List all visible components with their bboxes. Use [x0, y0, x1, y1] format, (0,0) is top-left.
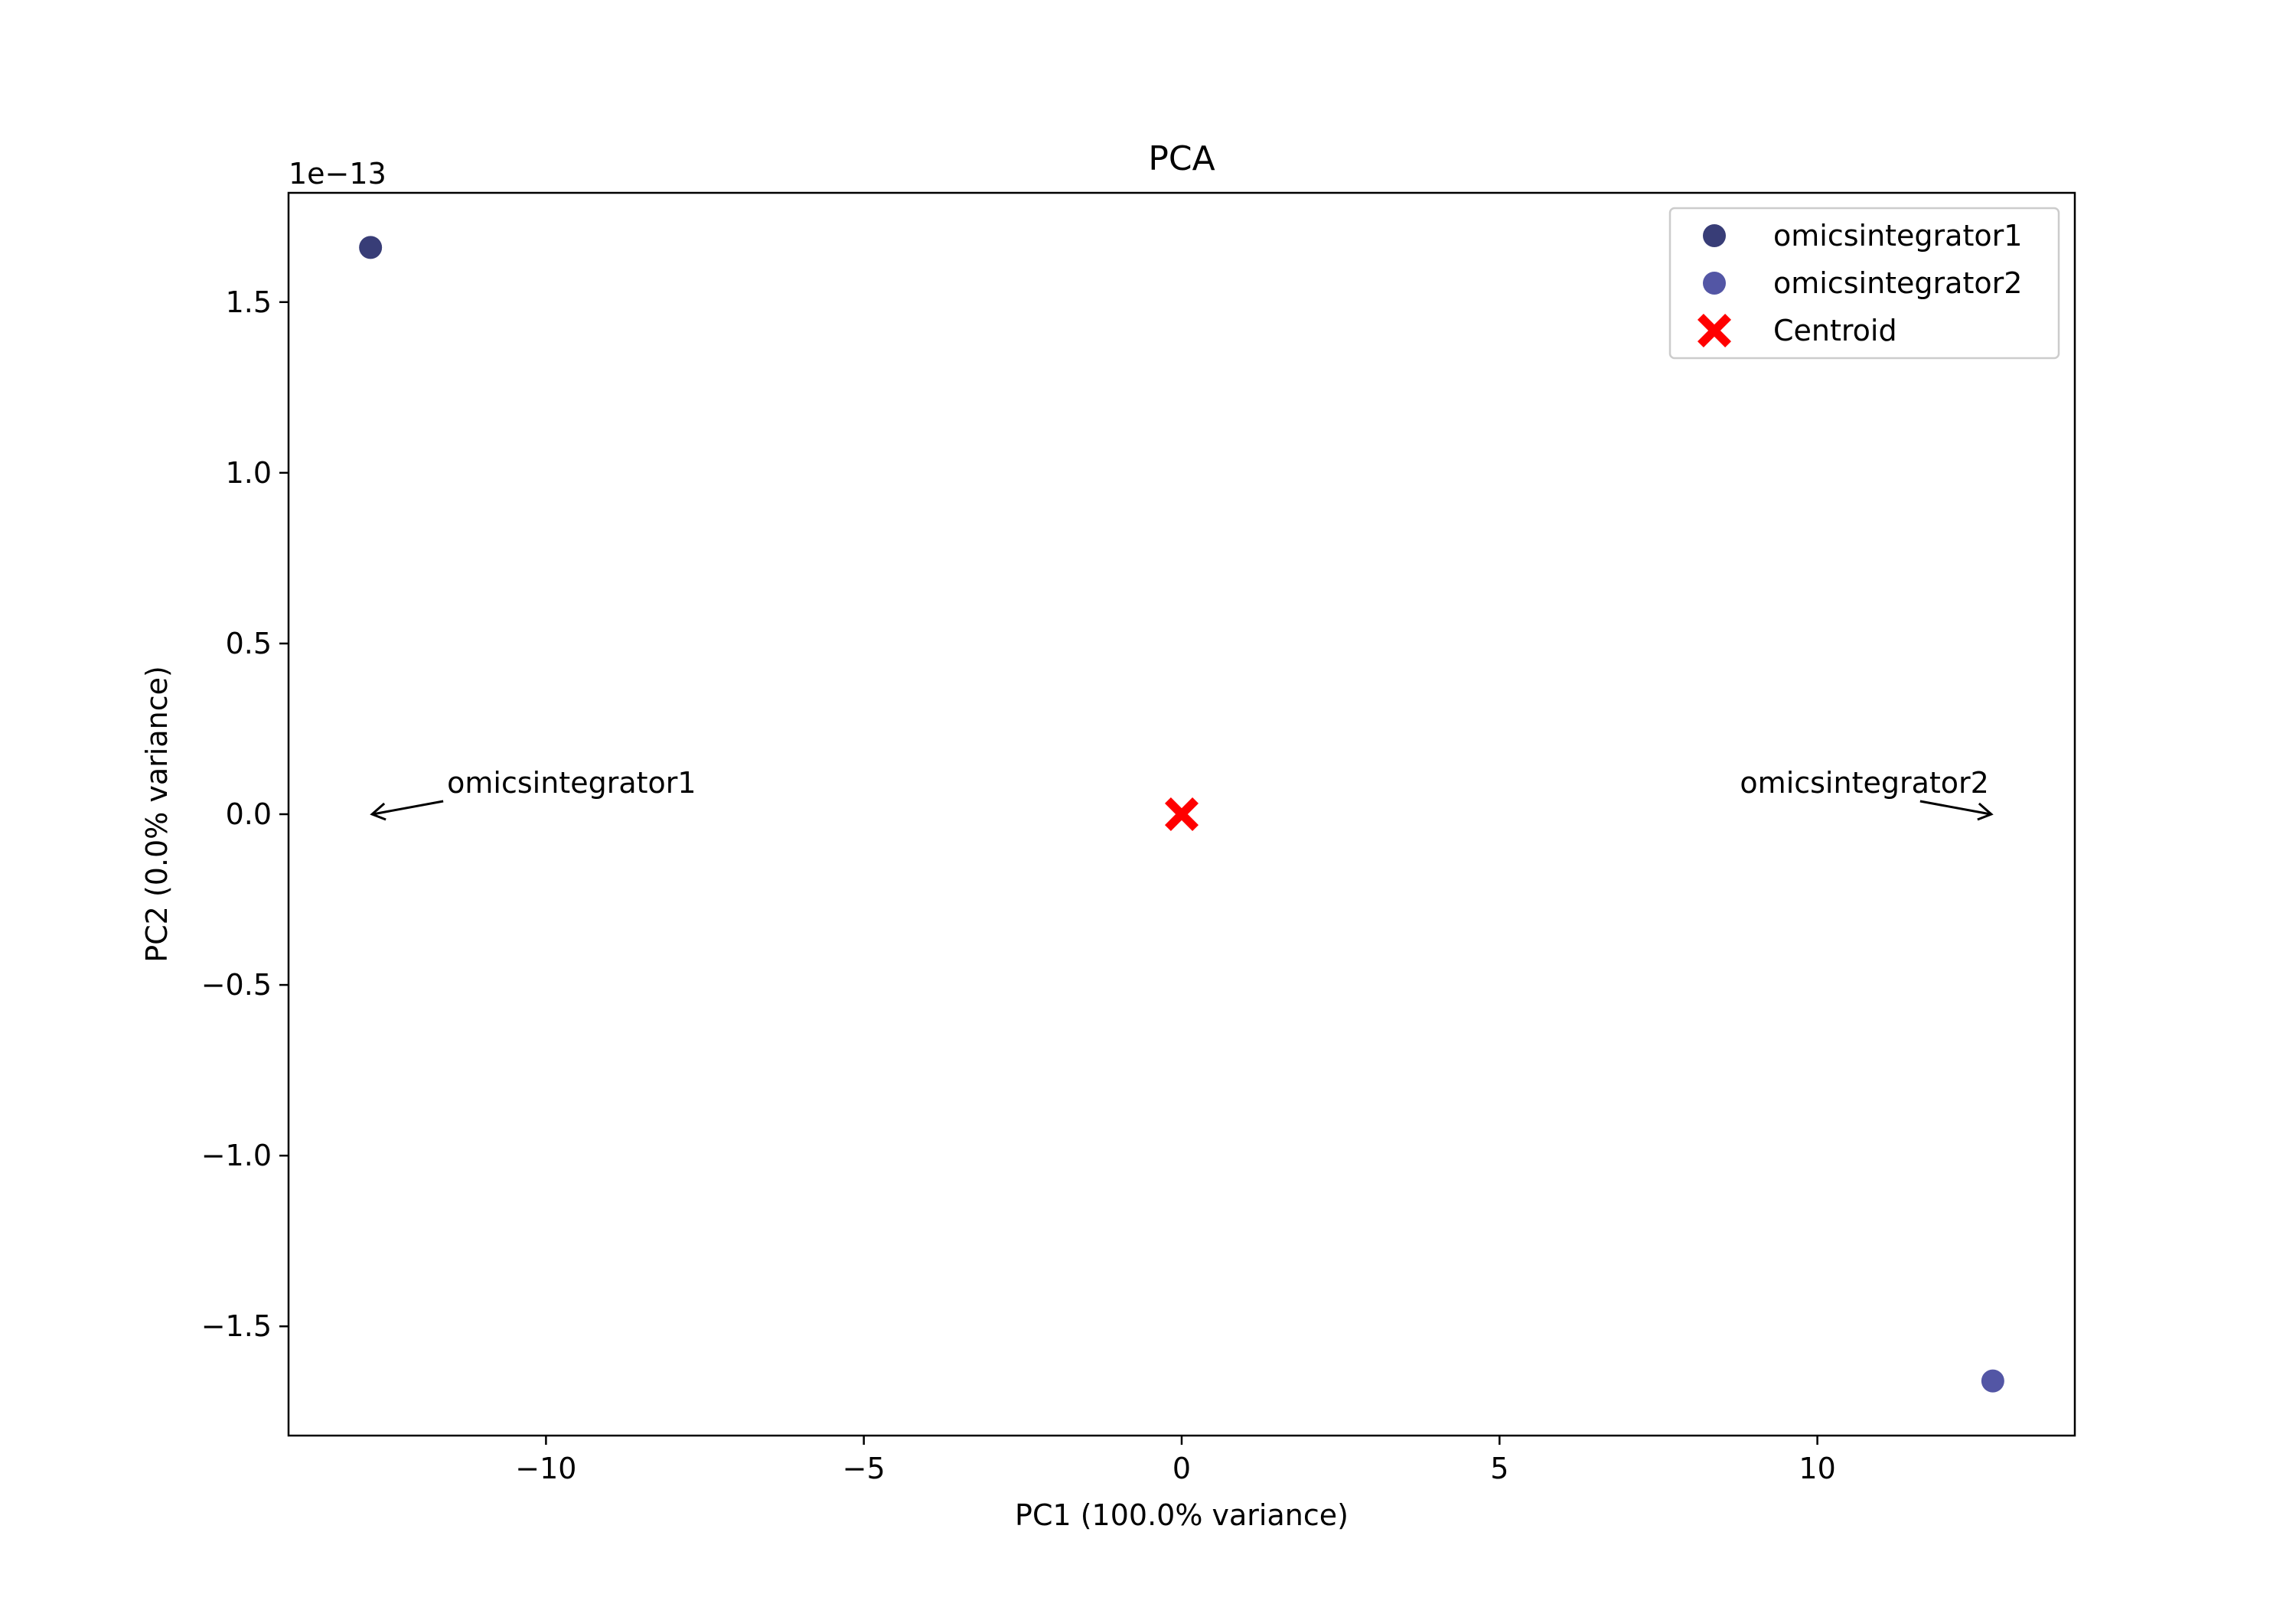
scatter-point — [1981, 1369, 2004, 1393]
legend-marker — [1703, 224, 1726, 247]
annotation-arrow — [372, 800, 444, 816]
chart-title: PCA — [1148, 139, 1215, 178]
legend-box — [1668, 207, 2060, 360]
legend-label: omicsintegrator1 — [1773, 219, 2022, 253]
y-axis-ticks: 1.5 1.0 0.5 0.0 −0.5 −1.0 −1.5 — [201, 285, 289, 1343]
x-tick-label: −5 — [843, 1452, 885, 1485]
y-tick-label: −1.0 — [201, 1139, 272, 1172]
scatter-point — [359, 236, 383, 259]
annotation-arrowhead — [370, 802, 386, 821]
legend: omicsintegrator1 omicsintegrator2 Centroid — [1668, 207, 2060, 360]
y-tick-label: 1.5 — [226, 285, 272, 319]
y-tick-label: 1.0 — [226, 456, 272, 490]
y-offset-label: 1e−13 — [289, 157, 386, 191]
y-axis-label: PC2 (0.0% variance) — [140, 666, 174, 963]
legend-label: omicsintegrator2 — [1773, 266, 2022, 300]
x-tick-label: −10 — [515, 1452, 576, 1485]
data-points — [359, 236, 2004, 1393]
y-tick-label: −1.5 — [201, 1309, 272, 1343]
annotation-label: omicsintegrator2 — [1740, 766, 1988, 800]
point-annotations: omicsintegrator1 omicsintegrator2 — [370, 766, 1994, 821]
y-tick-label: −0.5 — [201, 968, 272, 1002]
annotation-arrowhead — [1977, 802, 1994, 821]
annotation-arrow — [1919, 800, 1991, 816]
annotation-label: omicsintegrator1 — [447, 766, 696, 800]
y-tick-label: 0.5 — [226, 627, 272, 660]
legend-marker — [1703, 272, 1726, 295]
x-tick-label: 10 — [1799, 1452, 1835, 1485]
y-tick-label: 0.0 — [226, 797, 272, 831]
x-axis-ticks: −10 −5 0 5 10 — [515, 1436, 1836, 1485]
x-tick-label: 0 — [1172, 1452, 1191, 1485]
x-tick-label: 5 — [1490, 1452, 1508, 1485]
legend-marker — [1698, 314, 1731, 347]
centroid-marker — [1165, 797, 1199, 831]
x-axis-label: PC1 (100.0% variance) — [1015, 1498, 1349, 1532]
legend-label: Centroid — [1773, 314, 1897, 347]
